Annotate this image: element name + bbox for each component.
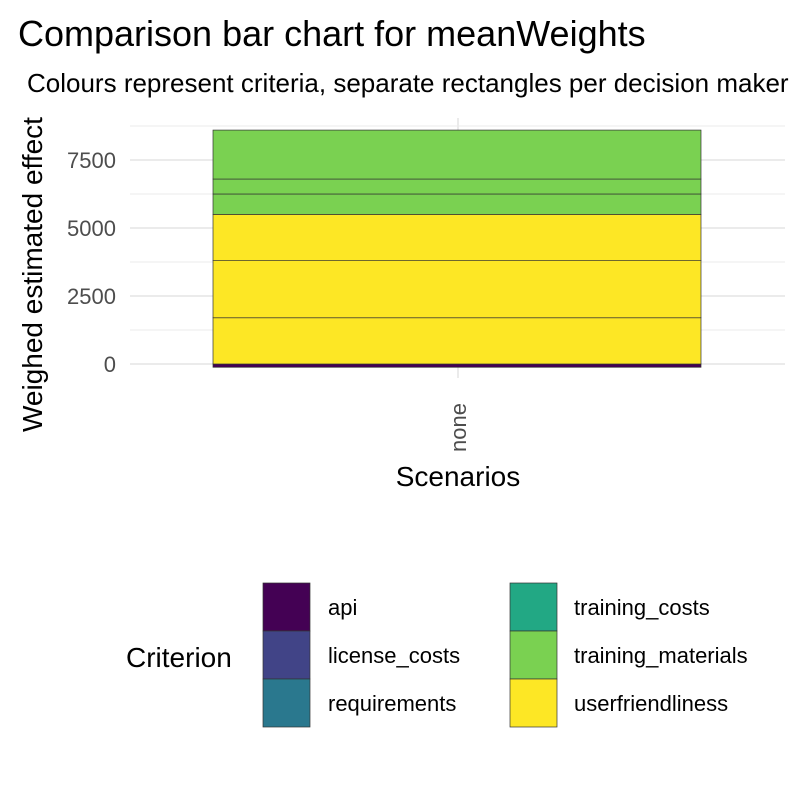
- y-tick-label: 5000: [67, 216, 116, 241]
- y-tick-label: 2500: [67, 284, 116, 309]
- legend-swatch-training-costs: [509, 582, 558, 632]
- legend-swatch-training-materials: [509, 630, 558, 680]
- legend-title: Criterion: [126, 642, 232, 673]
- x-axis-title: Scenarios: [396, 461, 521, 492]
- legend-swatch-requirements: [262, 678, 311, 728]
- bar-segment-userfriendliness: [212, 317, 702, 365]
- legend-label-license-costs: license_costs: [328, 643, 460, 668]
- y-tick-label: 0: [104, 352, 116, 377]
- legend-label-training-costs: training_costs: [574, 595, 710, 620]
- y-axis-ticks: 0 2500 5000 7500: [67, 148, 116, 377]
- bar-segment-userfriendliness: [212, 214, 702, 261]
- legend-label-training-materials: training_materials: [574, 643, 748, 668]
- y-tick-label: 7500: [67, 148, 116, 173]
- legend-label-api: api: [328, 595, 357, 620]
- bars: [212, 129, 702, 368]
- chart-subtitle: Colours represent criteria, separate rec…: [27, 68, 789, 98]
- legend: api license_costs requirements training_cos…: [262, 582, 748, 728]
- y-axis-title: Weighed estimated effect: [17, 117, 48, 432]
- x-tick-label: none: [446, 403, 471, 452]
- bar-segment-training_materials: [212, 193, 702, 215]
- bar-segment-training_materials: [212, 129, 702, 180]
- bar-segment-api: [212, 363, 702, 368]
- bar-segment-training_materials: [212, 178, 702, 195]
- bar-segment-userfriendliness: [212, 260, 702, 319]
- legend-swatch-api: [262, 582, 311, 632]
- legend-swatch-license-costs: [262, 630, 311, 680]
- legend-label-userfriendliness: userfriendliness: [574, 691, 728, 716]
- legend-label-requirements: requirements: [328, 691, 456, 716]
- legend-swatch-userfriendliness: [509, 678, 558, 728]
- chart-title: Comparison bar chart for meanWeights: [18, 13, 646, 54]
